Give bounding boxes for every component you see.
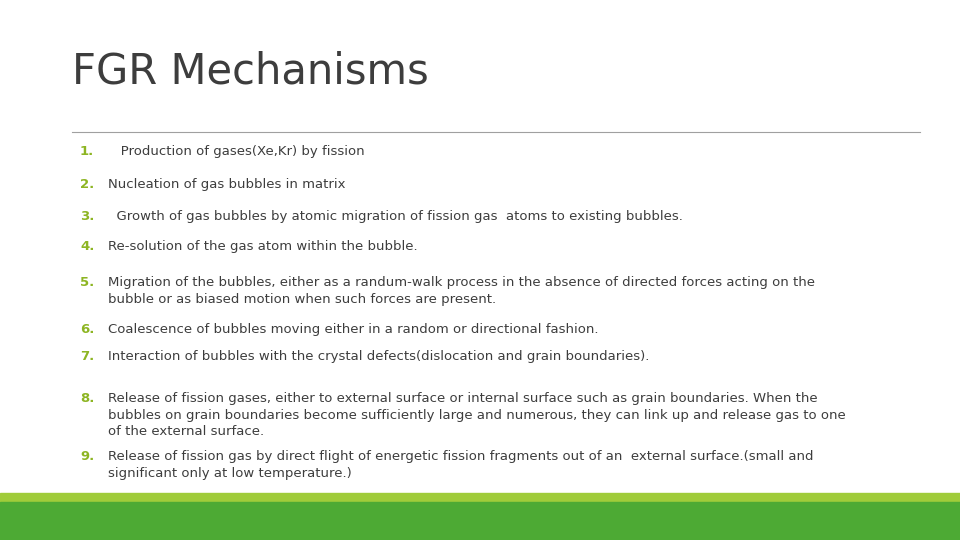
Text: Release of fission gas by direct flight of energetic fission fragments out of an: Release of fission gas by direct flight … [108, 450, 813, 480]
Text: Release of fission gases, either to external surface or internal surface such as: Release of fission gases, either to exte… [108, 392, 846, 438]
Text: 4.: 4. [80, 240, 94, 253]
Text: Re-solution of the gas atom within the bubble.: Re-solution of the gas atom within the b… [108, 240, 418, 253]
Text: Production of gases(Xe,Kr) by fission: Production of gases(Xe,Kr) by fission [108, 145, 365, 158]
Text: 5.: 5. [80, 276, 94, 289]
Text: Migration of the bubbles, either as a randum-walk process in the absence of dire: Migration of the bubbles, either as a ra… [108, 276, 815, 306]
Text: Interaction of bubbles with the crystal defects(dislocation and grain boundaries: Interaction of bubbles with the crystal … [108, 350, 649, 363]
Text: 2.: 2. [80, 178, 94, 191]
Bar [0, 493, 960, 540]
Text: 3.: 3. [80, 210, 94, 223]
Text: 8.: 8. [80, 392, 94, 405]
Text: Coalescence of bubbles moving either in a random or directional fashion.: Coalescence of bubbles moving either in … [108, 323, 598, 336]
Text: 6.: 6. [80, 323, 94, 336]
Text: Nucleation of gas bubbles in matrix: Nucleation of gas bubbles in matrix [108, 178, 346, 191]
Text: FGR Mechanisms: FGR Mechanisms [72, 50, 429, 92]
Bar [0, 502, 960, 540]
Text: 1.: 1. [80, 145, 94, 158]
Text: Growth of gas bubbles by atomic migration of fission gas  atoms to existing bubb: Growth of gas bubbles by atomic migratio… [108, 210, 683, 223]
Text: 7.: 7. [80, 350, 94, 363]
Text: 9.: 9. [80, 450, 94, 463]
